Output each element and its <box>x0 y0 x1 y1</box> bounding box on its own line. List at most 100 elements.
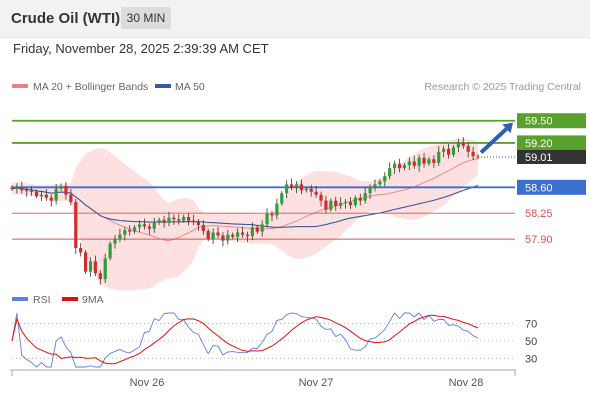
level-tag-59.20 <box>517 135 586 151</box>
forecast-arrow <box>479 127 508 155</box>
candle-body <box>245 234 250 237</box>
rsi-ma-legend-label: 9MA <box>82 294 104 306</box>
candle-body <box>88 261 93 272</box>
candle-body <box>461 142 465 146</box>
candle-body <box>49 197 53 201</box>
legend-ma50-label: MA 50 <box>175 81 205 93</box>
forecast-arrow-head <box>502 122 513 134</box>
rsi-legend-swatch <box>12 297 28 301</box>
candle-body <box>191 220 196 223</box>
timeframe-button[interactable]: 30 MIN <box>121 7 171 29</box>
candle-body <box>348 202 353 206</box>
candle-body <box>216 232 220 236</box>
rsi-legend-label: RSI <box>33 294 51 306</box>
candle-body <box>314 191 318 195</box>
x-tick-label: Nov 27 <box>299 377 334 389</box>
candle-body <box>231 234 235 237</box>
candle-body <box>260 224 264 232</box>
candle-body <box>118 234 122 240</box>
candle-body <box>98 273 102 280</box>
candle-body <box>157 219 161 223</box>
bollinger-band <box>12 138 478 291</box>
candle-body <box>339 202 343 206</box>
candle-body <box>319 194 323 201</box>
candle-body <box>10 187 14 189</box>
candle-body <box>451 147 456 155</box>
candle-body <box>93 261 97 274</box>
candle-body <box>388 168 392 177</box>
candle-body <box>186 216 191 221</box>
candle-body <box>324 200 328 210</box>
candle-body <box>294 184 299 188</box>
candle-body <box>206 230 210 240</box>
candle-body <box>422 157 426 164</box>
level-label-57.90: 57.90 <box>525 234 553 246</box>
candle-body <box>59 185 63 189</box>
candle-body <box>211 232 215 240</box>
candle-body <box>427 159 431 164</box>
level-tag-59.50 <box>517 113 586 129</box>
candle-body <box>334 200 338 206</box>
candle-body <box>432 159 436 163</box>
candle-body <box>103 258 107 280</box>
candle-body <box>466 145 470 152</box>
candle-body <box>226 234 230 241</box>
candle-body <box>142 224 147 227</box>
candle-body <box>407 161 411 166</box>
candle-body <box>437 151 441 163</box>
candle-body <box>373 184 377 188</box>
candle-body <box>64 185 68 195</box>
candle-body <box>285 184 289 194</box>
x-tick-label: Nov 28 <box>449 377 484 389</box>
legend-ma50-swatch <box>155 84 171 88</box>
candle-body <box>393 163 397 169</box>
rsi-ma-line <box>11 314 479 365</box>
level-label-59.50: 59.50 <box>525 116 553 128</box>
candle-body <box>30 191 34 193</box>
candle-body <box>221 235 225 241</box>
candle-body <box>358 197 362 201</box>
candle-body <box>128 230 132 232</box>
candle-body <box>265 213 269 225</box>
rsi-ma-legend-swatch <box>62 297 78 301</box>
rsi-line <box>11 312 479 368</box>
candle-body <box>363 193 367 201</box>
candle-body <box>123 230 127 235</box>
x-tick-label: Nov 26 <box>130 377 165 389</box>
rsi-level-label-30: 30 <box>525 353 537 365</box>
candle-body <box>133 227 137 232</box>
candle-body <box>201 225 205 231</box>
rsi-level-label-50: 50 <box>525 336 537 348</box>
candle-body <box>446 148 451 155</box>
candle-body <box>34 191 39 197</box>
legend-ma20-label: MA 20 + Bollinger Bands <box>33 81 148 93</box>
candle-body <box>108 243 112 259</box>
candle-body <box>353 197 357 206</box>
candle-body <box>476 156 480 158</box>
candle-body <box>152 222 156 229</box>
candle-body <box>79 248 83 253</box>
candle-body <box>196 222 200 226</box>
candle-body <box>137 224 142 228</box>
candle-body <box>290 184 294 188</box>
candle-body <box>39 194 44 197</box>
candle-body <box>442 148 446 152</box>
candle-body <box>270 213 274 216</box>
candle-body <box>280 193 284 204</box>
candle-body <box>329 200 333 210</box>
candle-body <box>162 219 166 223</box>
level-label-58.25: 58.25 <box>525 208 553 220</box>
candle-body <box>343 202 348 204</box>
candle-body <box>368 187 372 194</box>
level-tag-58.60 <box>517 179 586 195</box>
candle-body <box>74 202 78 248</box>
candle-body <box>417 157 421 166</box>
credit-text: Research © 2025 Trading Central <box>424 81 581 93</box>
candle-body <box>299 184 304 191</box>
level-label-59.20: 59.20 <box>525 138 553 150</box>
timestamp: Friday, November 28, 2025 2:39:39 AM CET <box>13 41 269 56</box>
candle-body <box>402 165 407 169</box>
candle-body <box>412 161 416 166</box>
instrument-title: Crude Oil (WTI) <box>11 10 121 27</box>
